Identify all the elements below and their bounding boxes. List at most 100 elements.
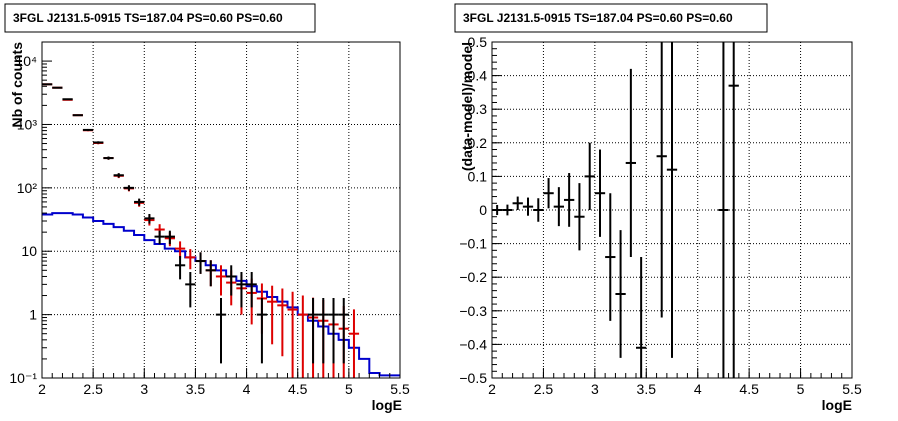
y-tick-label: 0.4 (468, 68, 488, 84)
y-tick-label: 0.3 (468, 101, 488, 117)
observed-counts-points (42, 83, 349, 364)
data-point (236, 272, 247, 308)
x-tick-label: 3 (591, 381, 599, 397)
data-point (666, 42, 678, 358)
data-point (205, 260, 216, 287)
residuals-chart-title: 3FGL J2131.5-0915 TS=187.04 PS=0.60 PS=0… (463, 11, 733, 25)
data-point (533, 198, 544, 222)
data-point (154, 230, 165, 245)
data-point (42, 83, 53, 86)
y-tick-label: 0.5 (468, 34, 488, 50)
data-point (103, 156, 114, 160)
model-point (287, 291, 298, 378)
data-point (134, 198, 145, 206)
x-tick-label: 3.5 (637, 381, 657, 397)
data-point (502, 204, 513, 216)
data-point (185, 272, 196, 308)
data-point (328, 297, 339, 364)
y-tick-label: 0.2 (468, 135, 488, 151)
counts-x-axis-label: logE (372, 397, 402, 413)
counts-grid (42, 42, 400, 378)
data-point (512, 196, 523, 210)
data-point (72, 114, 83, 117)
data-point (718, 42, 729, 378)
counts-y-tick-labels: 10⁻¹ 1 10 10² 10³ 10⁴ (9, 53, 37, 386)
data-point (625, 68, 636, 258)
x-tick-label: 5.5 (390, 381, 410, 397)
model-point (348, 309, 360, 378)
counts-spectrum-panel: 2 2.5 3 3.5 4 4.5 5 5.5 10⁻¹ 1 10 10² 10³ 10⁴ 3FGL J… (4, 3, 410, 413)
model-point (297, 295, 308, 378)
y-tick-label: 0.1 (468, 168, 488, 184)
x-tick-label: 3 (140, 381, 148, 397)
model-point (277, 288, 288, 357)
data-point (574, 183, 585, 251)
x-tick-label: 5 (797, 381, 805, 397)
residuals-y-axis-label: (data-model)/model (459, 42, 475, 171)
y-tick-label: −0.1 (459, 236, 487, 252)
data-point (113, 173, 124, 178)
y-tick-label: −0.3 (459, 303, 487, 319)
data-point (93, 141, 104, 144)
y-tick-label: 10⁴ (15, 53, 37, 69)
residuals-x-axis-label: logE (822, 397, 852, 413)
y-tick-label: −0.5 (459, 370, 487, 386)
counts-plot-frame (41, 41, 401, 379)
counts-title-frame (4, 3, 316, 33)
data-point (62, 98, 73, 101)
x-tick-label: 4 (694, 381, 702, 397)
x-tick-label: 4.5 (739, 381, 759, 397)
y-tick-label: 10 (21, 243, 37, 259)
data-point (318, 297, 329, 364)
y-tick-label: −0.4 (459, 336, 487, 352)
residuals-title-box: 3FGL J2131.5-0915 TS=187.04 PS=0.60 PS=0… (454, 3, 768, 33)
data-point (144, 213, 155, 224)
y-tick-label: −0.2 (459, 269, 487, 285)
data-point (338, 297, 349, 364)
data-point (195, 252, 206, 274)
total-model-points (42, 83, 360, 378)
x-tick-label: 4 (243, 381, 251, 397)
data-point (256, 297, 268, 364)
residuals-plot-frame (491, 41, 853, 379)
residuals-panel: 2 2.5 3 3.5 4 4.5 5 5.5 −0.5 −0.4 −0.3 −0.2 −0.1 0 0.… (454, 3, 862, 413)
data-point (164, 230, 175, 245)
plot-frame (41, 41, 401, 379)
data-point (605, 193, 616, 321)
data-point (307, 297, 319, 364)
counts-x-tick-labels: 2 2.5 3 3.5 4 4.5 5 5.5 (38, 381, 410, 397)
x-tick-label: 5.5 (842, 381, 862, 397)
residual-points (492, 42, 739, 378)
x-tick-label: 2 (488, 381, 496, 397)
y-tick-label: 0 (479, 202, 487, 218)
data-point (553, 187, 564, 227)
x-tick-label: 2.5 (534, 381, 554, 397)
data-point (564, 173, 575, 227)
counts-chart-title: 3FGL J2131.5-0915 TS=187.04 PS=0.60 PS=0… (13, 11, 283, 25)
y-tick-label: 10² (17, 180, 38, 196)
x-tick-label: 4.5 (288, 381, 308, 397)
data-point (522, 197, 534, 216)
data-point (594, 149, 606, 237)
model-point (174, 241, 186, 259)
model-point (185, 249, 196, 270)
data-point (246, 272, 257, 308)
data-point (728, 42, 739, 378)
x-tick-label: 2 (38, 381, 46, 397)
data-point (123, 185, 135, 191)
model-point (267, 285, 278, 345)
data-point (636, 257, 647, 378)
data-point (584, 142, 595, 210)
counts-title-box: 3FGL J2131.5-0915 TS=187.04 PS=0.60 PS=0… (4, 3, 316, 33)
x-tick-label: 5 (345, 381, 353, 397)
y-tick-label: 10³ (17, 116, 38, 132)
x-tick-label: 3.5 (186, 381, 206, 397)
data-point (656, 42, 667, 318)
residuals-title-frame (454, 3, 768, 33)
x-tick-label: 2.5 (83, 381, 103, 397)
data-point (215, 297, 227, 364)
data-point (543, 178, 554, 209)
data-point (174, 256, 186, 280)
data-point (226, 265, 237, 296)
